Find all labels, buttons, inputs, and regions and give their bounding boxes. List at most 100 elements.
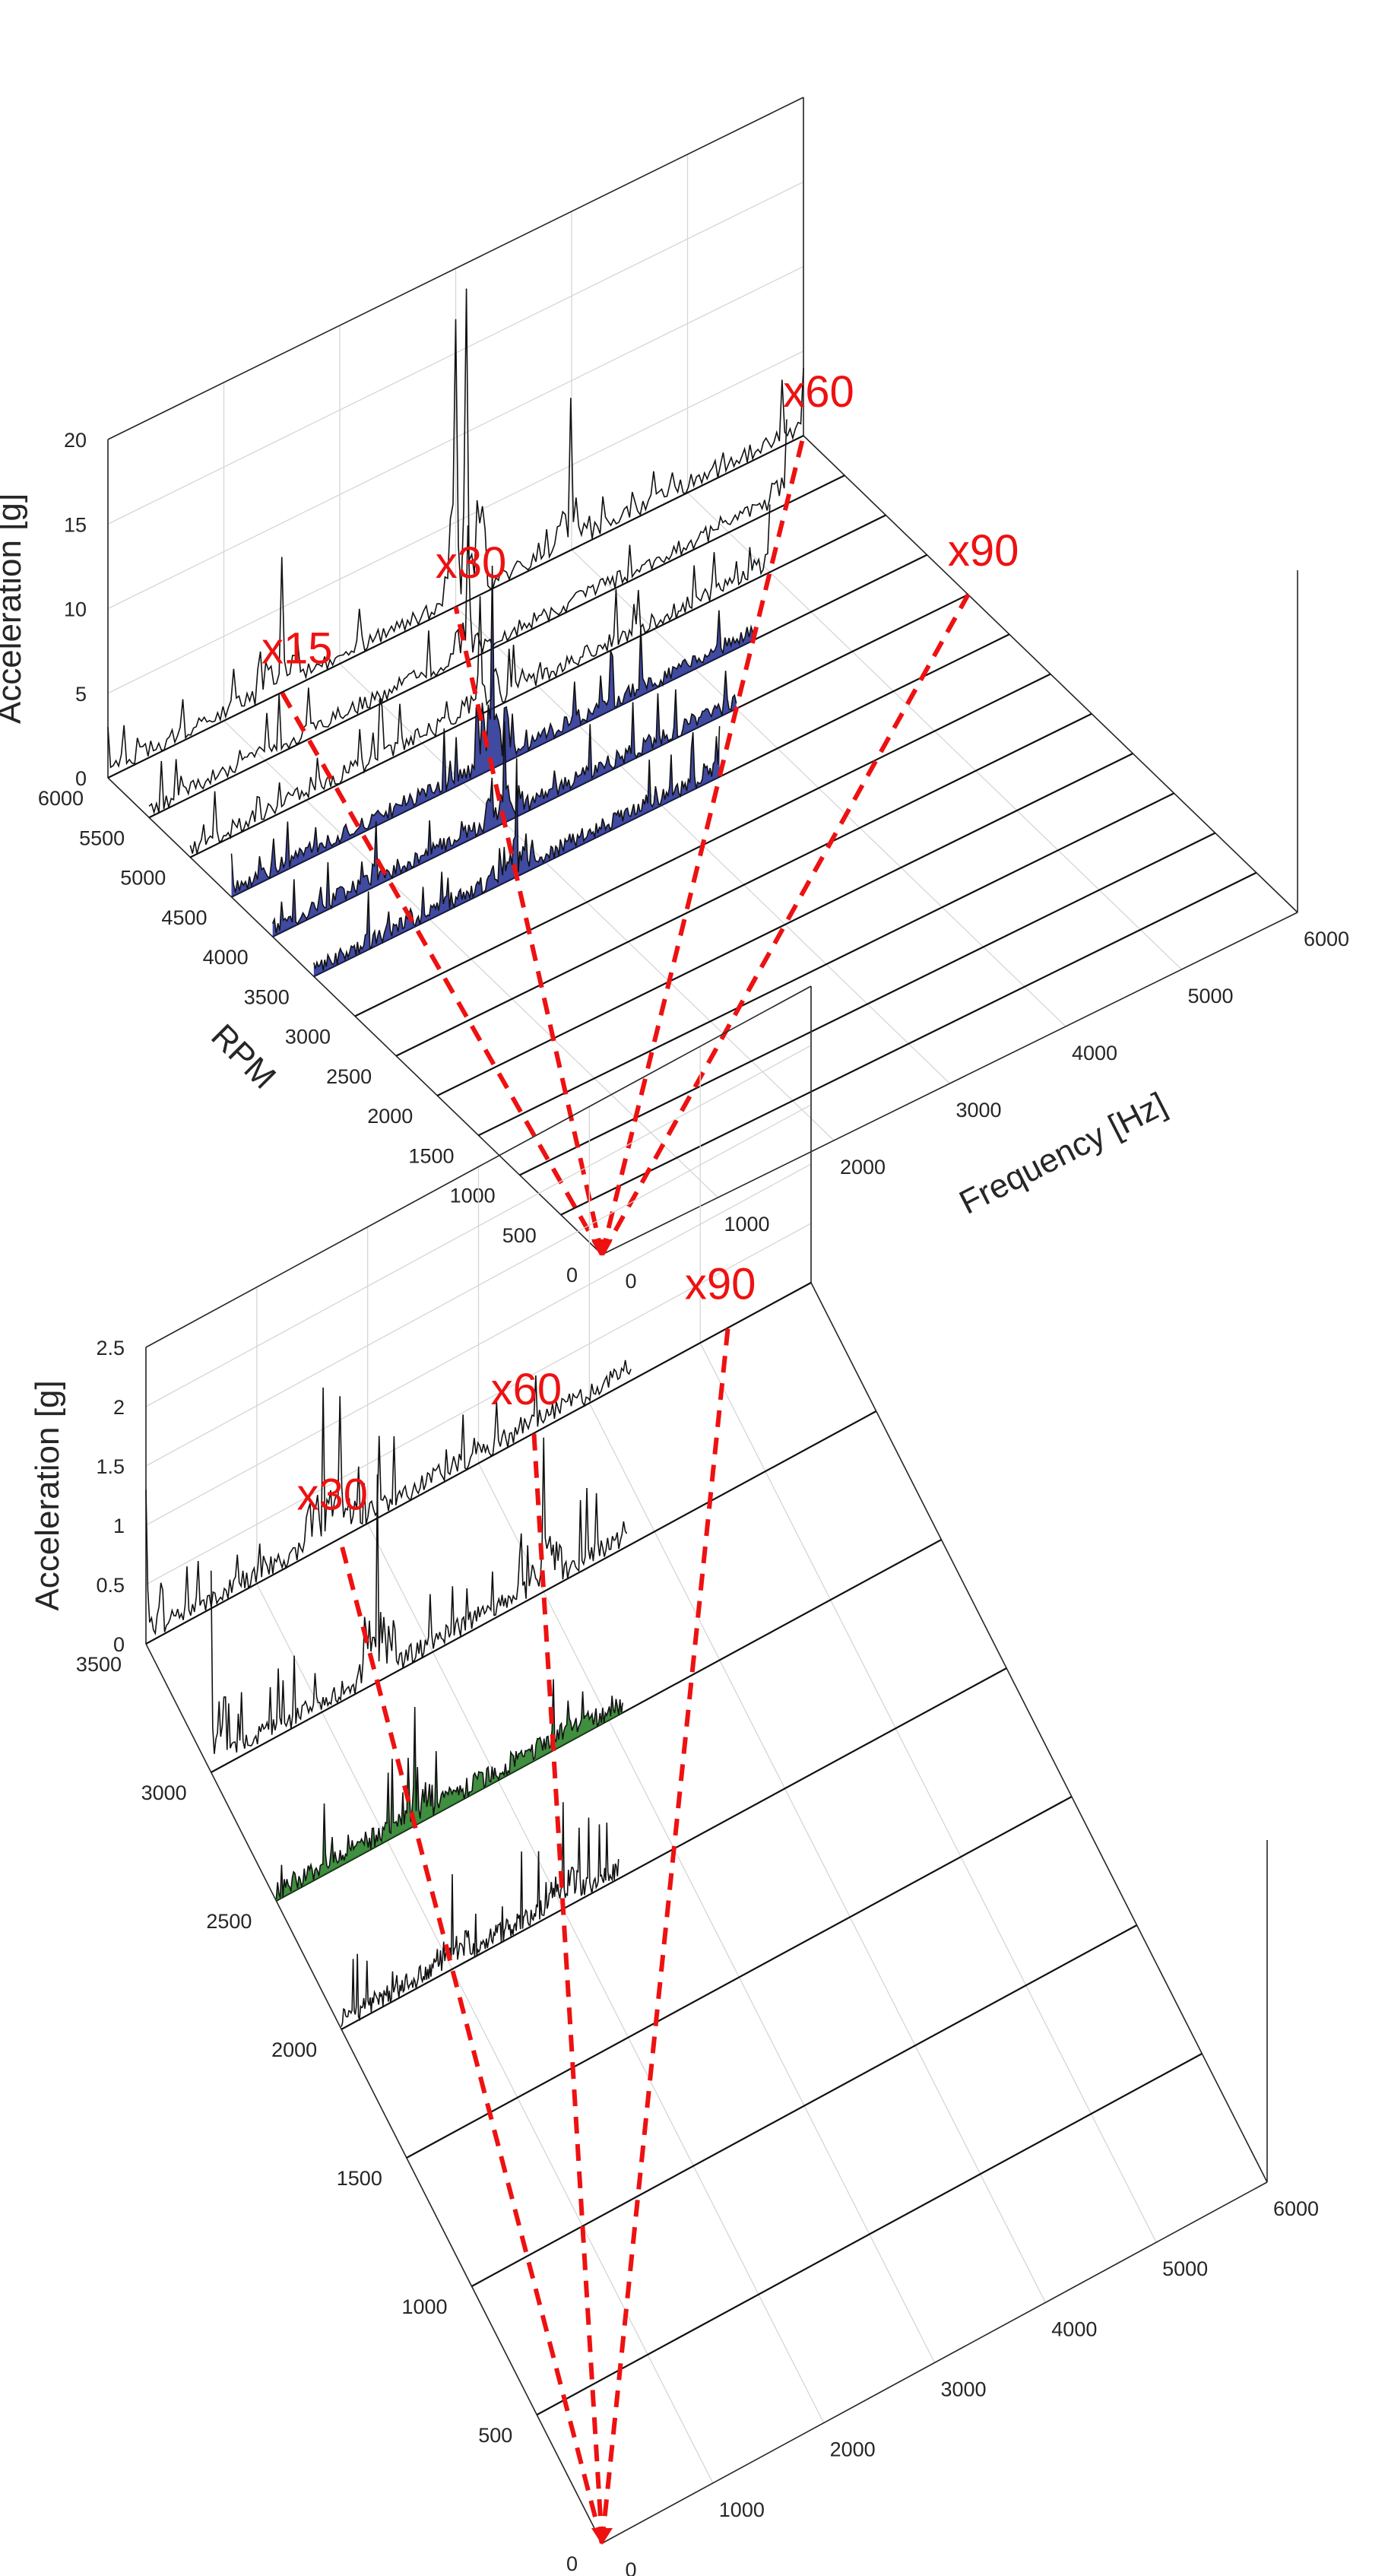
x-tick-label: 6000: [1273, 2197, 1319, 2220]
order-lines: x30 x60 x90: [296, 1259, 756, 2545]
spectrum-trace: [271, 671, 737, 934]
y-tick-label: 1500: [337, 2167, 382, 2190]
z-grid-line: [145, 1104, 812, 1467]
x-grid-line: [256, 1286, 714, 2484]
y-tick-label: 2500: [206, 1910, 252, 1933]
order-line-x30: [337, 1537, 604, 2544]
order-label-x15: x15: [261, 624, 333, 674]
spectrum-fill: [231, 566, 753, 897]
spectrum-baseline: [471, 1924, 1138, 2287]
y-tick-label: 2000: [367, 1105, 413, 1128]
x-tick-label: 0: [625, 1270, 636, 1293]
spectra: [107, 288, 1257, 1216]
order-line-x90: [600, 593, 971, 1256]
spectrum-trace: [145, 1359, 632, 1635]
order-label-x30: x30: [296, 1470, 368, 1519]
order-line-x60: [600, 435, 806, 1255]
spectrum-trace: [230, 565, 754, 893]
z-grid-line: [107, 351, 804, 694]
spectrum-fill: [313, 726, 720, 977]
spectrum-trace: [275, 1679, 623, 1899]
order-label-x60: x60: [491, 1365, 562, 1414]
y-tick-label: 5000: [120, 867, 166, 890]
spectrum-trace: [148, 419, 787, 815]
x-tick-label: 2000: [840, 1156, 886, 1179]
grid-lines: [107, 97, 1298, 1255]
order-line-x90: [600, 1328, 730, 2544]
x-grid-line: [803, 97, 1298, 913]
spectrum-baseline: [148, 474, 845, 819]
z-tick-label: 0: [113, 1633, 125, 1656]
order-lines: x15 x30 x60 x90: [261, 367, 1019, 1256]
z-tick-label: 1: [113, 1515, 125, 1537]
y-tick-label: 500: [478, 2424, 512, 2447]
z-grid-line: [107, 265, 804, 610]
y-tick-label: 1000: [450, 1185, 496, 1207]
origin-marker: [591, 2528, 613, 2545]
x-tick-label: 1000: [724, 1213, 769, 1236]
axis-line: [810, 1282, 1268, 2183]
order-label-x90: x90: [948, 526, 1019, 576]
y-tick-label: 500: [502, 1224, 537, 1247]
x-tick-label: 0: [625, 2559, 636, 2576]
x-grid-line: [145, 1347, 603, 2544]
order-label-x60: x60: [783, 367, 854, 417]
y-tick-label: 5500: [79, 826, 125, 849]
spectrum-baseline: [145, 1282, 812, 1645]
y-tick-label: 3000: [285, 1026, 331, 1048]
x-tick-label: 5000: [1187, 985, 1233, 1007]
spectrum-baseline: [395, 712, 1092, 1057]
grid-lines: [145, 985, 1268, 2544]
y-axis-label: RPM: [204, 1017, 283, 1096]
spectrum-baseline: [560, 871, 1257, 1216]
axes-box: [145, 985, 1268, 2544]
axis-line: [145, 1643, 603, 2544]
x-tick-label: 5000: [1162, 2257, 1208, 2280]
y-tick-label: 4000: [203, 946, 249, 969]
x-tick-label: 4000: [1051, 2317, 1097, 2340]
spectrum-baseline: [478, 792, 1174, 1137]
z-tick-label: 1.5: [96, 1455, 125, 1478]
y-tick-label: 2000: [271, 2038, 317, 2061]
y-tick-label: 4500: [161, 906, 207, 929]
z-axis-label: Acceleration [g]: [29, 1380, 66, 1610]
order-label-x90: x90: [685, 1259, 756, 1309]
z-tick-label: 0.5: [96, 1574, 125, 1597]
z-tick-label: 2.5: [96, 1337, 125, 1359]
x-tick-label: 1000: [719, 2498, 765, 2521]
y-tick-label: 3500: [76, 1653, 122, 1676]
spectrum-trace: [313, 725, 721, 971]
spectrum-trace: [107, 288, 804, 769]
x-tick-label: 3000: [955, 1099, 1001, 1121]
y-tick-label: 1500: [408, 1144, 454, 1167]
spectrum-trace: [189, 504, 771, 854]
x-tick-label: 2000: [830, 2438, 876, 2461]
spectrum-trace: [341, 1802, 620, 2027]
y-tick-label: 1000: [401, 2295, 447, 2318]
y-tick-label: 0: [566, 2552, 578, 2575]
axis-line: [601, 912, 1298, 1255]
spectrum-baseline: [536, 2053, 1203, 2416]
tick-labels: 0100020003000400050006000050010001500200…: [38, 429, 1349, 1293]
z-grid-line: [145, 1163, 812, 1526]
axis-line: [601, 2181, 1268, 2544]
x-tick-label: 4000: [1072, 1042, 1117, 1064]
x-grid-line: [367, 1226, 825, 2423]
z-tick-label: 15: [64, 513, 87, 536]
spectrum-baseline: [313, 633, 1010, 978]
tick-labels: 0100020003000400050006000050010001500200…: [76, 1337, 1319, 2576]
axis-line: [145, 985, 812, 1348]
y-tick-label: 3500: [244, 985, 290, 1008]
spectrum-baseline: [406, 1796, 1073, 2159]
x-tick-label: 3000: [940, 2378, 986, 2401]
y-tick-label: 2500: [326, 1065, 372, 1088]
order-line-x60: [531, 1432, 604, 2544]
axis-labels: Acceleration [g]: [29, 1380, 66, 1610]
spectrum-baseline: [189, 514, 886, 858]
z-tick-label: 0: [75, 767, 87, 790]
z-tick-label: 2: [113, 1396, 125, 1419]
order-line-x30: [453, 606, 604, 1255]
x-grid-line: [477, 1166, 936, 2363]
axis-line: [107, 97, 804, 440]
